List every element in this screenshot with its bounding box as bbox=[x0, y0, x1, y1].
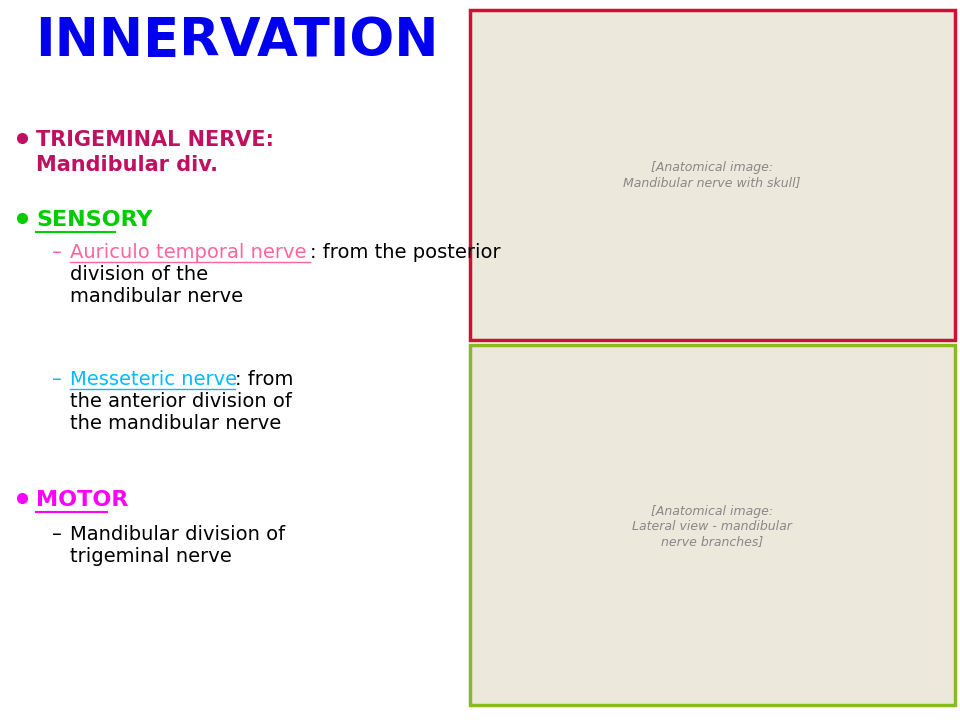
Text: [Anatomical image:
Lateral view - mandibular
nerve branches]: [Anatomical image: Lateral view - mandib… bbox=[632, 505, 792, 549]
Text: : from the posterior: : from the posterior bbox=[310, 243, 500, 262]
Text: [Anatomical image:
Mandibular nerve with skull]: [Anatomical image: Mandibular nerve with… bbox=[623, 161, 801, 189]
Text: SENSORY: SENSORY bbox=[36, 210, 153, 230]
Text: the mandibular nerve: the mandibular nerve bbox=[70, 414, 281, 433]
Text: division of the: division of the bbox=[70, 265, 208, 284]
Text: : from: : from bbox=[235, 370, 294, 389]
Text: MOTOR: MOTOR bbox=[36, 490, 129, 510]
Text: Mandibular division of: Mandibular division of bbox=[70, 525, 285, 544]
Text: –: – bbox=[52, 525, 61, 544]
FancyBboxPatch shape bbox=[470, 345, 955, 705]
Text: –: – bbox=[52, 243, 61, 262]
Text: trigeminal nerve: trigeminal nerve bbox=[70, 547, 231, 566]
FancyBboxPatch shape bbox=[470, 10, 955, 340]
Text: Messeteric nerve: Messeteric nerve bbox=[70, 370, 237, 389]
Text: Auriculo temporal nerve: Auriculo temporal nerve bbox=[70, 243, 306, 262]
Text: INNERVATION: INNERVATION bbox=[35, 15, 439, 67]
Text: TRIGEMINAL NERVE:
Mandibular div.: TRIGEMINAL NERVE: Mandibular div. bbox=[36, 130, 274, 175]
Text: mandibular nerve: mandibular nerve bbox=[70, 287, 243, 306]
Text: –: – bbox=[52, 370, 61, 389]
Text: the anterior division of: the anterior division of bbox=[70, 392, 292, 411]
